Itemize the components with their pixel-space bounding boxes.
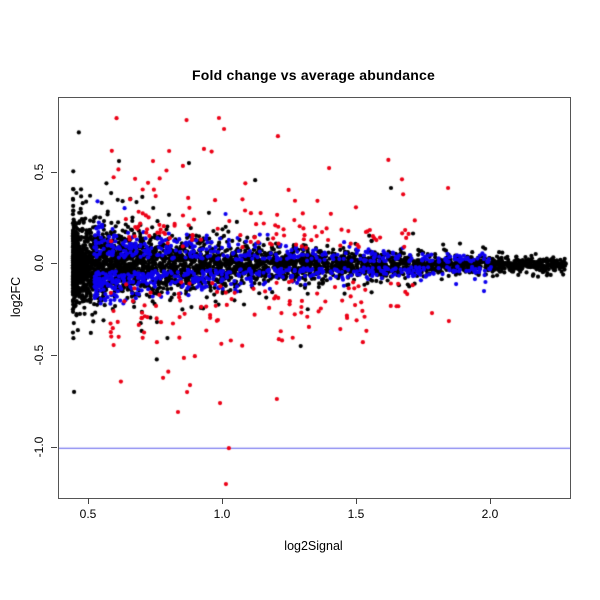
x-tick-label: 0.5 <box>79 507 97 521</box>
y-tick-label: -1.0 <box>32 436 46 458</box>
x-tick-mark <box>489 498 491 504</box>
y-tick-mark <box>51 171 57 173</box>
x-tick-mark <box>88 498 89 504</box>
y-tick-label: 0.0 <box>32 255 46 272</box>
x-tick-label: 1.5 <box>347 507 365 521</box>
scatter-canvas <box>59 98 570 498</box>
y-tick-label: 0.5 <box>32 163 46 181</box>
x-tick-mark <box>355 498 357 504</box>
chart-title: Fold change vs average abundance <box>192 67 435 83</box>
x-tick-mark <box>221 498 223 504</box>
y-tick-label: -0.5 <box>32 344 46 366</box>
plot-area <box>58 97 571 499</box>
x-tick-label: 1.0 <box>213 507 231 521</box>
y-tick-mark <box>51 263 57 265</box>
x-tick-label: 2.0 <box>481 507 499 521</box>
x-axis-label: log2Signal <box>284 539 343 553</box>
y-tick-mark <box>51 355 57 357</box>
y-axis-label-text: log2FC <box>9 276 23 318</box>
y-tick-mark <box>51 446 57 448</box>
